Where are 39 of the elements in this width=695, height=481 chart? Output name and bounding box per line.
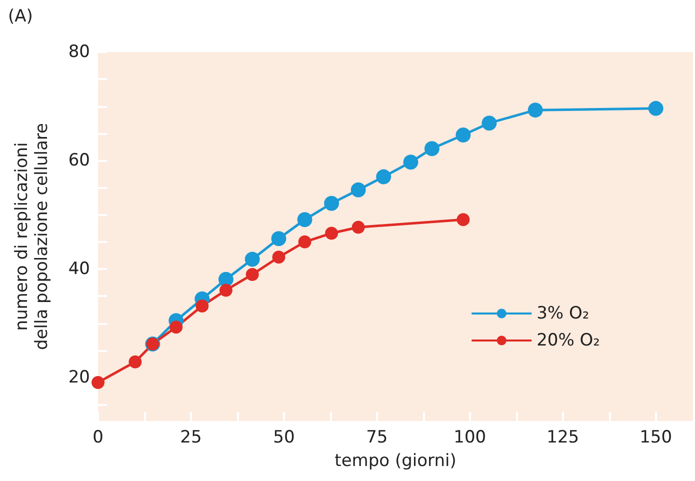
point: [92, 376, 104, 389]
point: [244, 252, 260, 267]
point: [456, 128, 471, 143]
point: [424, 141, 440, 156]
point: [246, 268, 259, 281]
point: [272, 250, 286, 264]
x-tick-label: 125: [546, 428, 580, 448]
x-tick-label: 25: [180, 428, 202, 448]
y-tick-label: 60: [68, 150, 90, 171]
point: [456, 213, 470, 226]
point: [219, 284, 232, 297]
point: [170, 320, 183, 334]
point: [324, 196, 340, 211]
point: [325, 226, 338, 240]
x-tick-label: 150: [640, 428, 672, 448]
legend-label: 3% O₂: [536, 304, 590, 324]
x-tick-label: 50: [273, 428, 295, 448]
text: (A): [8, 6, 33, 26]
point: [196, 299, 209, 312]
y-tick-label: 20: [68, 368, 90, 388]
x-tick-label: 75: [366, 428, 388, 448]
x-tick-label: 100: [454, 428, 486, 448]
point: [352, 220, 365, 234]
point: [528, 102, 543, 118]
point: [376, 169, 392, 184]
point: [350, 182, 366, 198]
point: [482, 116, 497, 131]
y-tick-label: 80: [68, 42, 90, 62]
legend-label: 20% O₂: [536, 330, 600, 350]
x-axis-title: tempo (giorni): [334, 450, 456, 471]
point: [297, 212, 312, 228]
point: [271, 231, 286, 246]
point: [403, 154, 418, 170]
point: [128, 355, 142, 368]
y-axis-title: numero di replicazioni della popolazione cellulare: [12, 123, 52, 350]
point: [298, 235, 312, 248]
x-tick-label: 0: [92, 428, 104, 448]
point: [648, 100, 664, 116]
y-tick-label: 40: [68, 259, 90, 280]
